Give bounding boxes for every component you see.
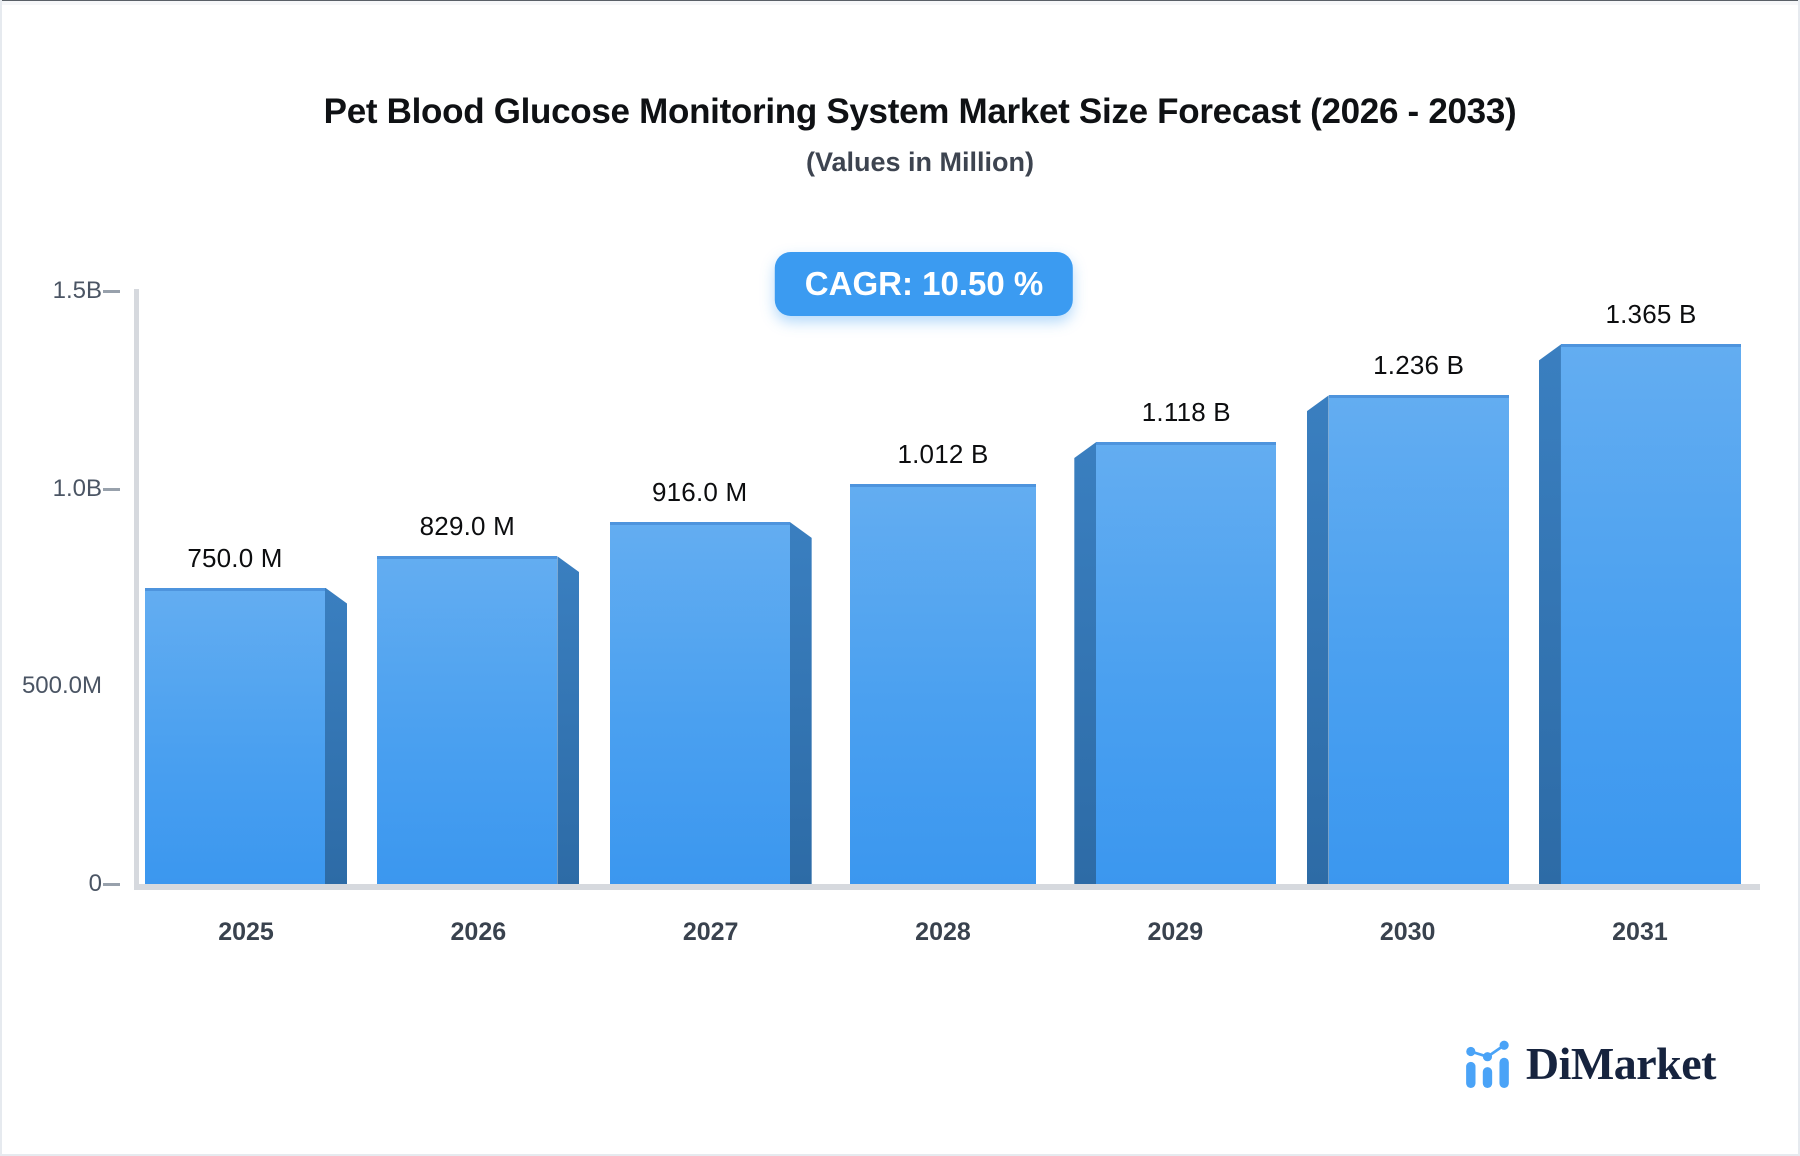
- chart-subtitle: (Values in Million): [805, 147, 1035, 177]
- bar-side-face: [325, 587, 347, 884]
- bar-front-face: [1328, 395, 1509, 884]
- bar-side-face: [789, 521, 812, 884]
- y-axis-tick: [103, 290, 120, 293]
- bar-value-label: 1.118 B: [1141, 397, 1231, 428]
- y-axis-label: 0: [88, 870, 102, 897]
- cagr-badge: CAGR: 10.50 %: [774, 252, 1074, 316]
- bar-front-face: [1096, 442, 1277, 884]
- dimarket-logo-icon: [1464, 1039, 1512, 1089]
- y-axis-tick: [103, 487, 120, 491]
- x-axis-label: 2027: [682, 918, 739, 946]
- y-axis-tick: [103, 883, 120, 886]
- x-axis-label: 2026: [450, 918, 507, 946]
- dimarket-logo-text: DiMarket: [1525, 1038, 1717, 1089]
- bar-value-label: 750.0 M: [187, 542, 283, 573]
- y-axis-label: 1.5B: [52, 277, 102, 304]
- bar-front-face: [849, 483, 1036, 884]
- bar[interactable]: [842, 483, 1044, 884]
- bar-value-label: 1.012 B: [897, 438, 989, 469]
- y-axis-label: 1.0B: [52, 474, 102, 502]
- bar[interactable]: [1306, 395, 1509, 884]
- x-axis-label: 2025: [218, 918, 274, 946]
- bar[interactable]: [377, 556, 580, 884]
- bar[interactable]: [145, 587, 347, 884]
- bar[interactable]: [609, 521, 812, 884]
- bar[interactable]: [1074, 442, 1277, 884]
- x-axis-label: 2028: [915, 918, 971, 946]
- x-axis-label: 2029: [1147, 918, 1204, 946]
- y-axis-label: 500.0M: [21, 672, 102, 700]
- dimarket-logo: DiMarket: [1464, 1038, 1717, 1090]
- bar-value-label: 1.365 B: [1605, 299, 1697, 330]
- bar-front-face: [1560, 344, 1741, 884]
- bar-side-face: [1538, 344, 1561, 884]
- bar-value-label: 1.236 B: [1373, 350, 1465, 381]
- x-axis-line: [134, 884, 1760, 890]
- x-axis-label: 2031: [1612, 918, 1668, 946]
- bar-value-label: 829.0 M: [419, 511, 515, 542]
- bar-side-face: [557, 556, 580, 884]
- chart-title: Pet Blood Glucose Monitoring System Mark…: [323, 92, 1517, 131]
- bar[interactable]: [1538, 344, 1741, 884]
- bar-front-face: [609, 521, 790, 884]
- bar-front-face: [377, 556, 558, 884]
- bar-side-face: [1074, 442, 1097, 884]
- bar-front-face: [145, 587, 325, 884]
- y-axis-line: [134, 289, 139, 890]
- x-axis-label: 2030: [1379, 918, 1436, 946]
- bar-value-label: 916.0 M: [651, 476, 748, 507]
- bar-side-face: [1306, 395, 1329, 884]
